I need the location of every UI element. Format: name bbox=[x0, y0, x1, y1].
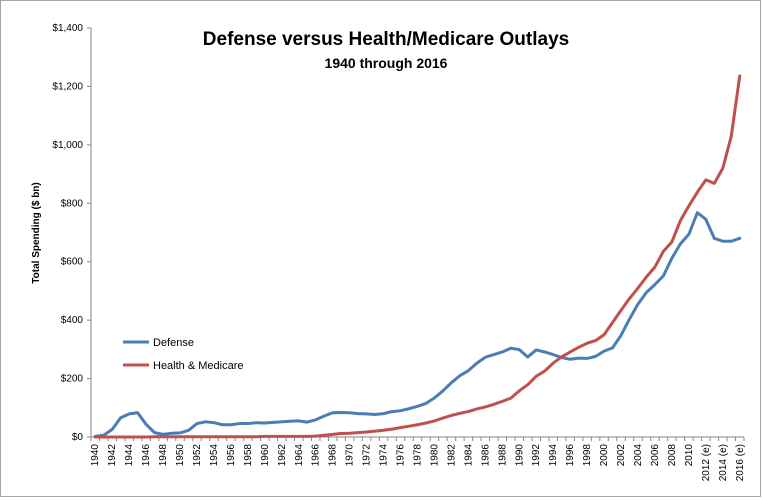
legend-label-health-medicare: Health & Medicare bbox=[153, 360, 244, 372]
x-tick-label: 1982 bbox=[446, 444, 457, 467]
y-tick-label: $200 bbox=[61, 374, 84, 385]
x-tick-label: 1948 bbox=[158, 444, 169, 467]
y-tick-label: $0 bbox=[72, 432, 84, 443]
x-tick-label: 2012 (e) bbox=[701, 444, 712, 481]
x-tick-label: 1950 bbox=[175, 444, 186, 467]
y-tick-label: $1,200 bbox=[52, 81, 83, 92]
y-tick-label: $800 bbox=[61, 198, 84, 209]
x-tick-label: 1978 bbox=[413, 444, 424, 467]
x-tick-label: 2016 (e) bbox=[735, 444, 746, 481]
x-tick-label: 2010 bbox=[684, 444, 695, 467]
x-tick-label: 1964 bbox=[294, 444, 305, 467]
chart-subtitle: 1940 through 2016 bbox=[325, 55, 448, 71]
series-line-defense bbox=[93, 211, 742, 438]
y-tick-label: $600 bbox=[61, 257, 84, 268]
x-tick-label: 1984 bbox=[463, 444, 474, 467]
y-tick-label: $400 bbox=[61, 315, 84, 326]
x-tick-label: 1960 bbox=[260, 444, 271, 467]
x-tick-label: 1946 bbox=[141, 444, 152, 467]
x-tick-label: 1980 bbox=[429, 444, 440, 467]
x-tick-label: 2000 bbox=[599, 444, 610, 467]
x-tick-label: 1956 bbox=[226, 444, 237, 467]
chart-title: Defense versus Health/Medicare Outlays bbox=[203, 29, 569, 50]
x-tick-label: 1994 bbox=[548, 444, 559, 467]
x-tick-label: 2014 (e) bbox=[718, 444, 729, 481]
x-tick-label: 1990 bbox=[514, 444, 525, 467]
x-tick-label: 1940 bbox=[90, 444, 101, 467]
legend-label-defense: Defense bbox=[153, 337, 194, 349]
x-tick-label: 1966 bbox=[311, 444, 322, 467]
x-tick-label: 2004 bbox=[633, 444, 644, 467]
x-tick-label: 1942 bbox=[107, 444, 118, 467]
x-tick-label: 2006 bbox=[650, 444, 661, 467]
x-tick-label: 1988 bbox=[497, 444, 508, 467]
x-tick-label: 1974 bbox=[379, 444, 390, 467]
y-axis-label: Total Spending ($ bn) bbox=[31, 182, 42, 283]
x-tick-label: 1958 bbox=[243, 444, 254, 467]
x-tick-label: 1970 bbox=[345, 444, 356, 467]
x-tick-label: 1986 bbox=[480, 444, 491, 467]
x-tick-label: 1972 bbox=[362, 444, 373, 467]
x-tick-label: 1996 bbox=[565, 444, 576, 467]
y-tick-label: $1,000 bbox=[52, 140, 83, 151]
x-tick-label: 1968 bbox=[328, 444, 339, 467]
x-tick-label: 1998 bbox=[582, 444, 593, 467]
x-tick-label: 1944 bbox=[124, 444, 135, 467]
x-tick-label: 1962 bbox=[277, 444, 288, 467]
x-tick-label: 2002 bbox=[616, 444, 627, 467]
x-tick-label: 1954 bbox=[209, 444, 220, 467]
y-tick-label: $1,400 bbox=[52, 23, 83, 34]
series-line-health-medicare bbox=[93, 74, 742, 439]
x-tick-label: 1952 bbox=[192, 444, 203, 467]
x-tick-label: 1992 bbox=[531, 444, 542, 467]
x-tick-label: 1976 bbox=[396, 444, 407, 467]
x-tick-label: 2008 bbox=[667, 444, 678, 467]
